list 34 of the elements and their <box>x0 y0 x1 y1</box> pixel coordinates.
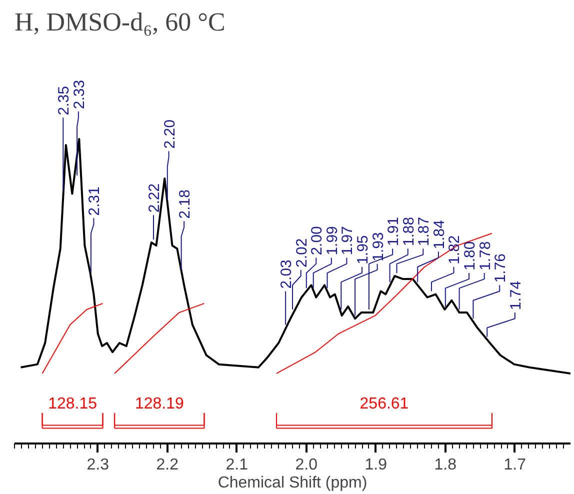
annotation: 2.00 <box>308 226 326 256</box>
x-tick-label: 2.3 <box>86 456 110 474</box>
annotation: 1.91 <box>385 216 402 246</box>
annotation: 2.02 <box>293 238 310 268</box>
annotation: 1.88 <box>400 216 418 246</box>
annotation: 1.87 <box>416 216 433 246</box>
annotation: 1.80 <box>462 241 479 271</box>
annotation: 2.35 <box>56 86 73 116</box>
annotation: 1.84 <box>430 220 448 250</box>
annotation: 1.76 <box>492 253 510 283</box>
annotation: 1.82 <box>446 235 464 264</box>
annotation: 1.74 <box>507 280 524 310</box>
annotation: 2.20 <box>161 119 178 149</box>
annotation: 2.33 <box>70 80 88 110</box>
x-tick-label: 1.8 <box>434 456 457 474</box>
annotation: 1.95 <box>354 235 372 264</box>
x-tick-label: 2.0 <box>295 456 318 474</box>
annotation: 1.99 <box>324 226 341 256</box>
annotation: 2.31 <box>86 186 104 216</box>
annotation: 256.61 <box>360 395 409 412</box>
annotation: 128.15 <box>48 395 98 412</box>
x-tick-label: 2.2 <box>156 456 179 474</box>
x-tick-label: 1.9 <box>364 456 388 474</box>
x-axis-title: Chemical Shift (ppm) <box>218 474 368 492</box>
chart-title: H, DMSO-d₆, 60 °C <box>14 8 226 36</box>
annotation: 2.22 <box>146 183 163 213</box>
annotation: 1.97 <box>339 226 356 256</box>
x-tick-label: 2.1 <box>226 456 248 474</box>
x-tick-label: 1.7 <box>504 456 526 474</box>
annotation: 128.19 <box>134 395 184 412</box>
annotation: 1.93 <box>370 232 387 262</box>
annotation: 1.78 <box>476 241 494 271</box>
annotation: 2.18 <box>176 190 194 219</box>
annotation: 2.03 <box>278 260 296 289</box>
